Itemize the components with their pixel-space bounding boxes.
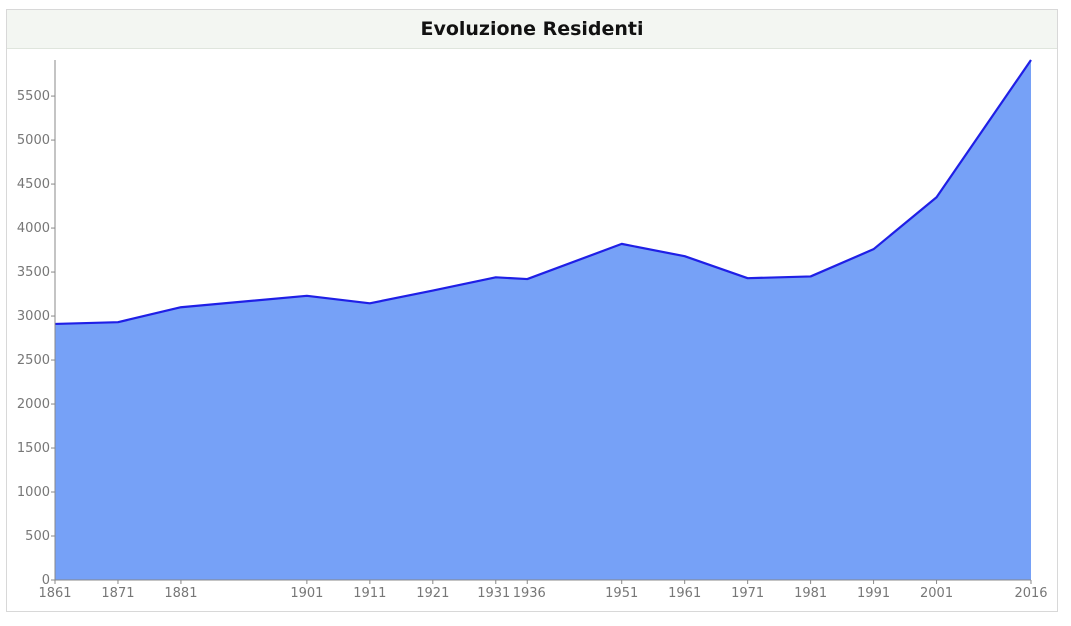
- y-tick-label-5000: 5000: [17, 133, 50, 148]
- data-point-1961: [683, 254, 687, 258]
- data-point-1951: [620, 242, 624, 246]
- x-tick-label-1961: 1961: [668, 586, 701, 601]
- series-line: [54, 59, 1032, 326]
- x-tick-label-1931: 1931: [477, 586, 510, 601]
- data-point-1931: [494, 275, 498, 279]
- x-tick-label-2016: 2016: [1014, 586, 1047, 601]
- x-tick-label-1921: 1921: [416, 586, 449, 601]
- x-tick-label-1936: 1936: [513, 586, 546, 601]
- data-point-1936: [525, 277, 529, 281]
- y-tick-label-2000: 2000: [17, 397, 50, 412]
- data-point-1901: [305, 294, 309, 298]
- x-tick-label-1911: 1911: [353, 586, 386, 601]
- data-point-1911: [368, 301, 372, 305]
- x-tick-label-1971: 1971: [731, 586, 764, 601]
- x-tick-label-1881: 1881: [164, 586, 197, 601]
- y-tick-label-500: 500: [25, 529, 50, 544]
- y-tick-label-2500: 2500: [17, 353, 50, 368]
- y-tick-label-1500: 1500: [17, 441, 50, 456]
- y-tick-label-3500: 3500: [17, 265, 50, 280]
- x-tick-label-1861: 1861: [38, 586, 71, 601]
- data-point-1921: [431, 289, 435, 293]
- data-point-1981: [809, 274, 813, 278]
- data-point-2016: [1029, 58, 1033, 62]
- y-tick-label-5500: 5500: [17, 89, 50, 104]
- x-tick-label-2001: 2001: [920, 586, 953, 601]
- x-tick-label-1951: 1951: [605, 586, 638, 601]
- y-tick-label-4500: 4500: [17, 177, 50, 192]
- data-point-1971: [746, 276, 750, 280]
- data-point-1871: [116, 320, 120, 324]
- data-point-1881: [179, 305, 183, 309]
- x-tick-label-1991: 1991: [857, 586, 890, 601]
- chart-title: Evoluzione Residenti: [420, 18, 644, 40]
- y-tick-label-3000: 3000: [17, 309, 50, 324]
- data-point-2001: [935, 195, 939, 199]
- data-point-1991: [872, 247, 876, 251]
- y-tick-label-1000: 1000: [17, 485, 50, 500]
- y-tick-label-4000: 4000: [17, 221, 50, 236]
- x-tick-label-1981: 1981: [794, 586, 827, 601]
- x-tick-label-1871: 1871: [101, 586, 134, 601]
- chart-header: Evoluzione Residenti: [7, 10, 1057, 49]
- y-tick-label-0: 0: [42, 573, 50, 588]
- x-tick-label-1901: 1901: [290, 586, 323, 601]
- area-fill: [55, 60, 1031, 580]
